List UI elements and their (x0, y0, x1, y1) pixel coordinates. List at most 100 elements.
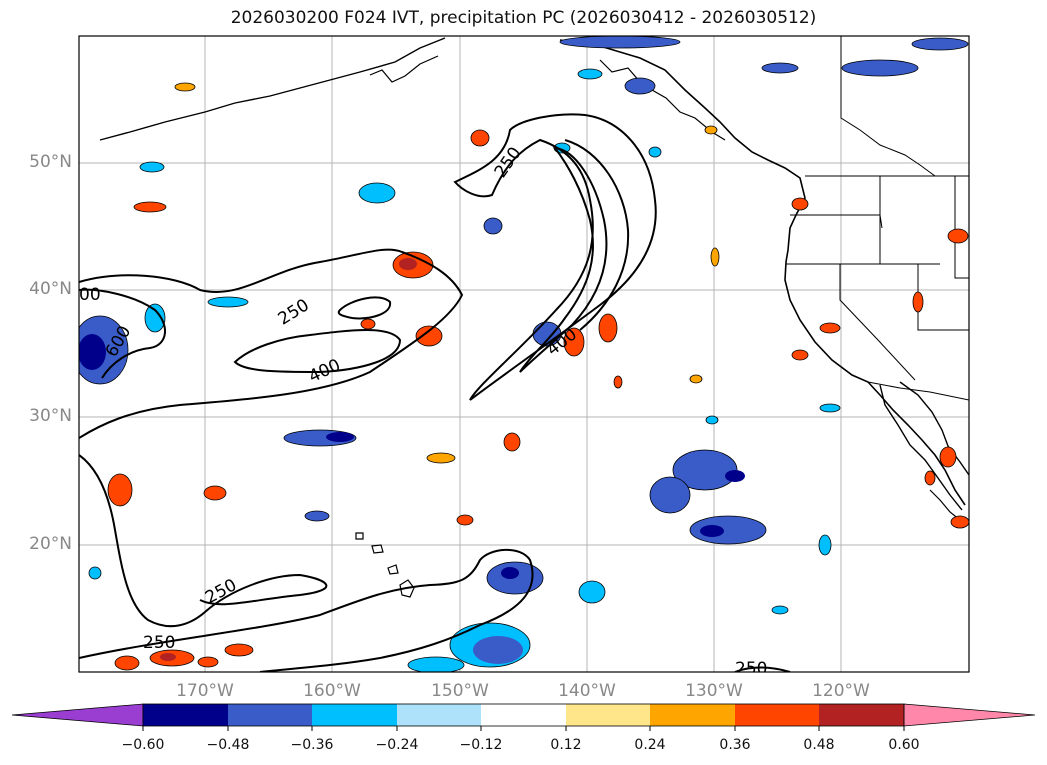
precip-neg-region (624, 77, 656, 95)
gulf-of-california-coast (899, 381, 969, 476)
ivt-contour-250-south (79, 454, 328, 628)
precip-pos-region (947, 228, 969, 244)
alaska-coast-detail (369, 55, 726, 141)
precip-pos-region (456, 514, 474, 526)
precip-neg-region (559, 36, 681, 49)
colorbar-tick-label: −0.12 (459, 737, 503, 753)
precip-pos-region (924, 470, 936, 486)
colorbar-segment (312, 704, 397, 726)
precip-pos-region (939, 446, 957, 468)
colorbar-ticks (142, 726, 905, 731)
lat-label-50n: 50°N (29, 152, 72, 172)
nevada-utah-border (917, 264, 969, 331)
alaska-canada-border (840, 36, 936, 177)
lat-label-30n: 30°N (29, 406, 72, 426)
precip-pos-region (791, 197, 809, 211)
colorbar (11, 703, 1036, 731)
precip-pos-region (819, 322, 841, 334)
precip-neg-region (483, 217, 503, 235)
map-panel: 250 250 400 400 250 250 250 00 600 (79, 36, 969, 679)
ivt-contours (79, 113, 791, 672)
lat-label-40n: 40°N (29, 279, 72, 299)
lon-label-170w: 170°W (176, 681, 234, 701)
colorbar-tick-label: 0.60 (888, 737, 920, 753)
precip-pos-region (912, 291, 924, 313)
precip-pos-core (399, 258, 417, 270)
precip-neg-region (771, 605, 789, 615)
precip-positive-regions (107, 82, 969, 671)
colorbar-segment (481, 704, 566, 726)
precip-pos-region (197, 656, 219, 668)
precip-pos-core (160, 653, 176, 661)
precip-pos-region (563, 327, 585, 357)
ivt-contour-250-east-bottom (734, 666, 791, 672)
hawaii-islands (355, 532, 415, 598)
precip-neg-region (577, 68, 603, 80)
lat-label-20n: 20°N (29, 534, 72, 554)
colorbar-segment (650, 704, 735, 726)
precip-pos-region (224, 643, 254, 657)
colorbar-segment (228, 704, 312, 726)
precip-negative-regions (79, 36, 969, 672)
ivt-contour-labels: 250 250 400 400 250 250 250 00 600 (79, 144, 767, 679)
precip-neg-region (841, 59, 919, 77)
ivt-contour-400-inner (233, 329, 402, 374)
baja-california (879, 384, 963, 511)
precip-neg-region (761, 62, 799, 74)
colorbar-tick-label: −0.24 (375, 737, 419, 753)
precip-pos-region (791, 349, 809, 361)
precip-pos-region (470, 129, 490, 147)
utah-border (954, 176, 969, 279)
colorbar-segment (397, 704, 481, 726)
precip-neg-region (649, 476, 691, 514)
precip-pos-region (704, 125, 718, 135)
precip-neg-region (88, 566, 102, 580)
colorbar-extend-low (11, 703, 144, 727)
ivt-contour-west-edge (79, 288, 166, 379)
precip-pos-region (689, 374, 703, 384)
maui (387, 564, 399, 575)
map-title: 2026030200 F024 IVT, precipitation PC (2… (230, 8, 817, 28)
hawaii-big-island (399, 579, 415, 598)
precip-neg-region (819, 403, 841, 413)
precip-neg-region (486, 561, 544, 595)
precip-pos-region (107, 473, 133, 507)
precip-pos-region (133, 201, 167, 213)
colorbar-frame (142, 703, 905, 727)
ivt-label: 250 (735, 659, 767, 679)
colorbar-tick-label: 0.36 (719, 737, 751, 753)
precip-neg-region (207, 296, 249, 308)
ivt-contour-250-bottom (79, 548, 534, 672)
california-nevada-border (839, 264, 916, 381)
colorbar-segment (566, 704, 650, 726)
political-borders (786, 36, 969, 401)
precip-pos-region (114, 655, 140, 671)
precip-pos-region (613, 375, 623, 389)
precip-neg-region (304, 510, 330, 522)
precip-neg-core (725, 470, 745, 482)
ivt-contour-400-ar-inner (519, 146, 608, 373)
precip-neg-region (358, 182, 396, 204)
colorbar-tick-label: 0.48 (803, 737, 835, 753)
precip-neg-core (501, 567, 519, 579)
precip-pos-region (360, 318, 376, 330)
colorbar-segment (735, 704, 819, 726)
ivt-label: 250 (143, 633, 175, 653)
precip-neg-region (689, 515, 767, 545)
precip-pos-region (503, 432, 521, 452)
precip-pos-region (710, 247, 720, 267)
alaska-coast (99, 37, 446, 141)
precip-pos-region (426, 452, 456, 464)
precip-pos-region (203, 485, 227, 501)
colorbar-extend-high (903, 703, 1036, 727)
ivt-contour-400-ar-inner-2 (564, 139, 630, 331)
ivt-contour-250-large (79, 248, 464, 439)
north-america-coastline (559, 39, 966, 506)
precip-neg-region (139, 161, 165, 173)
precip-pos-region (174, 82, 196, 92)
colorbar-tick-label: −0.36 (290, 737, 334, 753)
colorbar-segment (143, 704, 228, 726)
precip-neg-region (705, 415, 719, 425)
lon-label-160w: 160°W (303, 681, 361, 701)
